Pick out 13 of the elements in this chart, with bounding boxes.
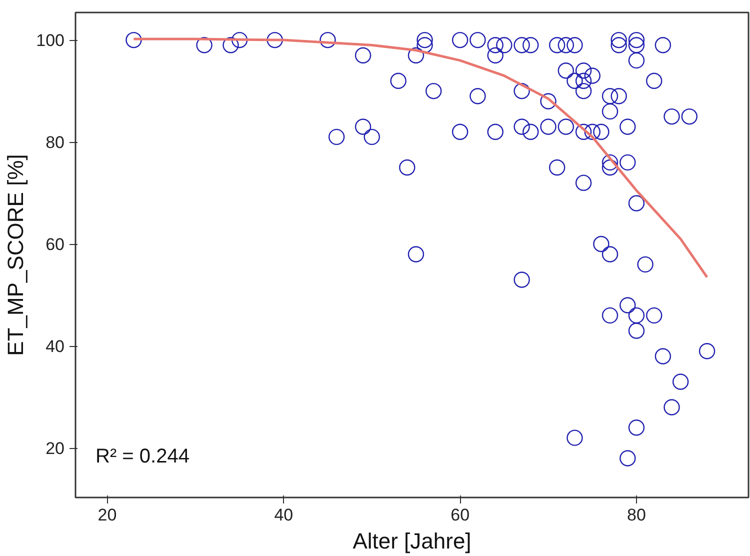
x-axis-title: Alter [Jahre] [352,528,472,554]
y-tick-label: 80 [46,133,65,152]
x-tick-label: 80 [627,506,646,524]
line-series [132,38,708,278]
x-tick-label: 20 [98,506,117,524]
x-tick-label: 40 [274,506,294,524]
y-tick-label: 100 [36,31,65,50]
annotation: R² = 0.244 [96,446,190,468]
y-axis-title: ET_MP_SCORE [%] [3,154,28,356]
y-tick-label: 40 [46,337,65,356]
y-tick-label: 60 [46,235,65,254]
x-tick-label: 60 [450,506,470,524]
y-tick-label: 20 [46,439,65,458]
